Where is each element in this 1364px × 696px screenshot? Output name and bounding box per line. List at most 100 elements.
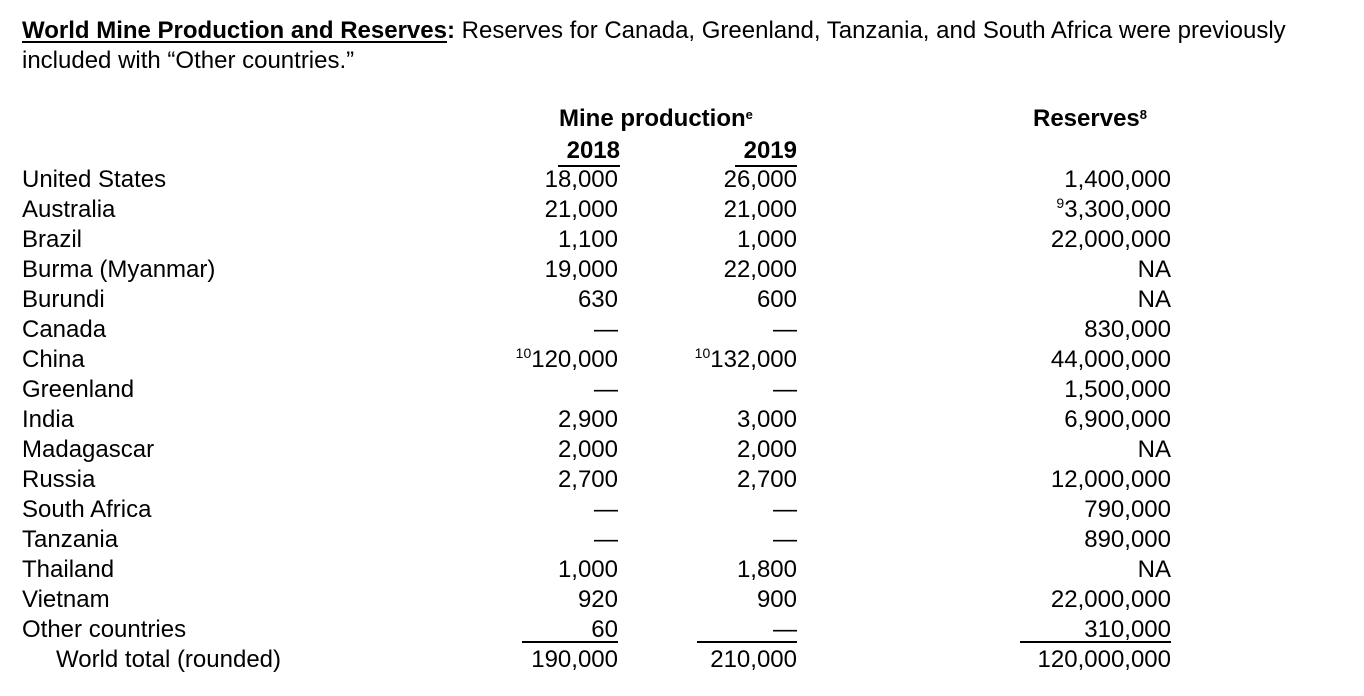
production-2018-footnote: 10 <box>515 345 532 361</box>
reserves-value: 44,000,000 <box>1050 346 1171 373</box>
production-2019: — <box>773 375 797 407</box>
production-2018-value: 2,000 <box>557 436 618 463</box>
production-2019-value: 1,800 <box>736 556 797 583</box>
production-2019-value: 22,000 <box>723 256 797 283</box>
production-2019-value: 132,000 <box>710 346 797 373</box>
total-label: World total (rounded) <box>56 646 281 673</box>
production-2018: — <box>594 375 618 407</box>
reserves: 1,500,000 <box>1064 375 1171 407</box>
production-2019: — <box>773 615 797 647</box>
table-row: Brazil 1,100 1,000 22,000,000 <box>0 225 1364 255</box>
production-2019: 600 <box>757 285 797 317</box>
production-2019: — <box>773 495 797 527</box>
production-2019: 26,000 <box>724 165 797 197</box>
total-reserves-value: 120,000,000 <box>1037 646 1171 673</box>
table-row: Burma (Myanmar) 19,000 22,000 NA <box>0 255 1364 285</box>
reserves-value: 3,300,000 <box>1064 196 1171 223</box>
reserves: 6,900,000 <box>1064 405 1171 437</box>
year-2018-header: 2018 <box>558 137 620 167</box>
production-2018-value: 19,000 <box>544 256 618 283</box>
production-2019: 22,000 <box>724 255 797 287</box>
reserves: 890,000 <box>1084 525 1171 557</box>
reserves: NA <box>1138 435 1171 467</box>
country-name: Other countries <box>22 616 187 643</box>
production-2018: 2,900 <box>558 405 618 437</box>
country-name: Thailand <box>22 556 115 583</box>
table-row: Burundi 630 600 NA <box>0 285 1364 315</box>
production-2018: 2,000 <box>558 435 618 467</box>
production-2018-value: 120,000 <box>531 346 618 373</box>
production-2019-value: 3,000 <box>736 406 797 433</box>
heading-text: Reserves for Canada, Greenland, Tanzania… <box>22 17 1286 74</box>
table-row: Thailand 1,000 1,800 NA <box>0 555 1364 585</box>
production-2018: 2,700 <box>558 465 618 497</box>
production-2019-value: — <box>773 376 797 403</box>
table-row: Russia 2,700 2,700 12,000,000 <box>0 465 1364 495</box>
mine-production-label: Mine production <box>559 105 746 132</box>
production-2019-value: — <box>773 616 797 643</box>
table-row: United States 18,000 26,000 1,400,000 <box>0 165 1364 195</box>
country-name: Greenland <box>22 376 135 403</box>
production-2018-value: 18,000 <box>544 166 618 193</box>
country-name: South Africa <box>22 496 152 523</box>
country-name: Tanzania <box>22 526 119 553</box>
production-2019: — <box>773 315 797 347</box>
reserves-value: NA <box>1137 256 1171 283</box>
production-2019: 2,700 <box>737 465 797 497</box>
reserves-value: 890,000 <box>1084 526 1171 553</box>
reserves-value: NA <box>1137 556 1171 583</box>
reserves: 1,400,000 <box>1064 165 1171 197</box>
production-2019-value: 21,000 <box>723 196 797 223</box>
reserves: 93,300,000 <box>1056 195 1171 227</box>
total-reserves: 120,000,000 <box>1038 645 1171 675</box>
production-2018-value: 21,000 <box>544 196 618 223</box>
table-row: Vietnam 920 900 22,000,000 <box>0 585 1364 615</box>
country-name: Canada <box>22 316 107 343</box>
reserves-value: 790,000 <box>1084 496 1171 523</box>
total-rule-reserves <box>1020 641 1171 643</box>
production-2019: 1,800 <box>737 555 797 587</box>
production-2018: 1,100 <box>558 225 618 257</box>
production-2019-value: — <box>773 316 797 343</box>
production-2018: — <box>594 525 618 557</box>
production-2018-value: — <box>594 316 618 343</box>
country-name: Russia <box>22 466 96 493</box>
reserves-value: 6,900,000 <box>1064 406 1171 433</box>
reserves: 310,000 <box>1084 615 1171 647</box>
production-2019-value: — <box>773 526 797 553</box>
table-row: China 10120,000 10132,000 44,000,000 <box>0 345 1364 375</box>
heading-title: World Mine Production and Reserves <box>22 17 447 44</box>
production-2018-value: 60 <box>591 616 618 643</box>
production-2018-value: 2,700 <box>557 466 618 493</box>
table-row: South Africa — — 790,000 <box>0 495 1364 525</box>
production-2018: 920 <box>578 585 618 617</box>
total-rule-2019 <box>697 641 797 643</box>
production-2018-value: 1,000 <box>557 556 618 583</box>
production-2018-value: 920 <box>577 586 618 613</box>
total-rule-2018 <box>522 641 618 643</box>
mine-production-header: Mine productione <box>559 104 753 134</box>
reserves: 830,000 <box>1084 315 1171 347</box>
reserves-value: NA <box>1137 286 1171 313</box>
section-heading: World Mine Production and Reserves: Rese… <box>22 16 1342 76</box>
country-name: Madagascar <box>22 436 155 463</box>
production-2019-value: 2,000 <box>736 436 797 463</box>
production-2018: — <box>594 315 618 347</box>
total-2018-value: 190,000 <box>531 646 618 673</box>
reserves-value: 830,000 <box>1084 316 1171 343</box>
production-2019: 10132,000 <box>695 345 797 377</box>
table-row: Tanzania — — 890,000 <box>0 525 1364 555</box>
total-2019-value: 210,000 <box>710 646 797 673</box>
country-name: India <box>22 406 75 433</box>
reserves-value: 22,000,000 <box>1050 226 1171 253</box>
reserves: 44,000,000 <box>1051 345 1171 377</box>
total-row: World total (rounded) 190,000 210,000 120,0… <box>0 645 1364 675</box>
reserves-value: 12,000,000 <box>1050 466 1171 493</box>
production-2019: 3,000 <box>737 405 797 437</box>
reserves-value: 1,500,000 <box>1064 376 1171 403</box>
reserves: 12,000,000 <box>1051 465 1171 497</box>
production-2019: 2,000 <box>737 435 797 467</box>
production-2018: 18,000 <box>545 165 618 197</box>
table-row: Greenland — — 1,500,000 <box>0 375 1364 405</box>
table-row: Other countries 60 — 310,000 <box>0 615 1364 645</box>
